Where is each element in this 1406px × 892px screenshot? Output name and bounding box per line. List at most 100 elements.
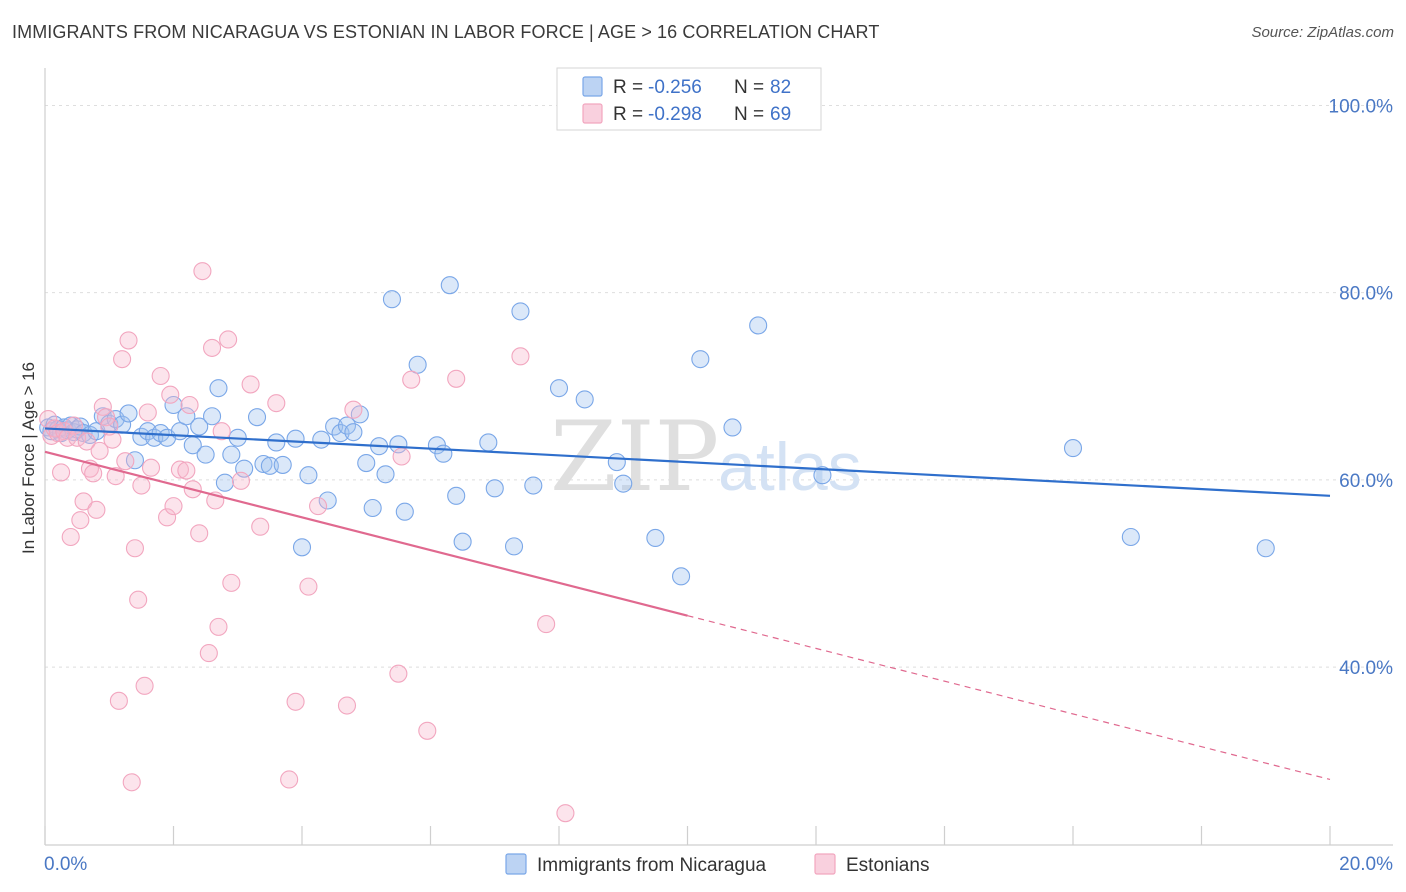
nicaragua-point-33: [215, 473, 234, 492]
nicaragua-point-31: [203, 407, 222, 426]
page-title: IMMIGRANTS FROM NICARAGUA VS ESTONIAN IN…: [12, 22, 880, 42]
estonians-point-29: [132, 476, 151, 495]
y-tick-label-0: 100.0%: [1329, 96, 1394, 117]
estonians-point-16: [90, 441, 109, 460]
series-estonians-points: [39, 262, 575, 823]
nicaragua-point-68: [511, 302, 530, 321]
nicaragua-point-77: [723, 418, 742, 437]
estonians-point-50: [231, 471, 251, 490]
nicaragua-point-45: [312, 430, 331, 449]
x-tick-label-right: 20.0%: [1339, 854, 1393, 875]
source-note: Source: ZipAtlas.com: [1251, 24, 1394, 41]
estonians-point-4: [52, 463, 71, 482]
bottom-legend-label-estonians: Estonians: [846, 855, 929, 876]
nicaragua-point-37: [247, 408, 267, 427]
y-axis-label: In Labor Force | Age > 16: [19, 362, 38, 554]
nicaragua-point-55: [376, 465, 395, 484]
axes: [44, 68, 1393, 846]
nicaragua-point-80: [1063, 439, 1083, 458]
y-tick-label-2: 60.0%: [1339, 471, 1393, 492]
estonians-point-48: [219, 330, 238, 349]
nicaragua-point-70: [549, 379, 569, 398]
trend-line-estonians-extension: [687, 615, 1331, 781]
estonians-point-51: [241, 375, 260, 394]
nicaragua-point-43: [292, 538, 312, 557]
nicaragua-point-27: [177, 407, 196, 426]
estonians-point-34: [158, 508, 177, 527]
estonians-point-64: [447, 369, 466, 388]
estonians-point-25: [119, 331, 138, 350]
nicaragua-point-32: [209, 379, 228, 398]
nicaragua-point-66: [485, 479, 504, 498]
nicaragua-point-67: [504, 537, 524, 556]
estonians-point-62: [402, 370, 421, 389]
nicaragua-point-74: [646, 528, 665, 547]
estonians-point-53: [267, 394, 286, 413]
nicaragua-point-71: [575, 390, 594, 409]
nicaragua-point-59: [408, 355, 427, 374]
estonians-point-23: [113, 350, 132, 369]
estonians-point-10: [71, 511, 90, 530]
estonians-point-44: [203, 338, 222, 357]
nicaragua-point-30: [196, 445, 215, 464]
trend-line-estonians: [44, 450, 688, 617]
estonians-point-43: [199, 644, 218, 663]
estonians-point-46: [209, 617, 228, 636]
estonians-point-55: [286, 692, 305, 711]
nicaragua-point-48: [331, 424, 350, 443]
nicaragua-point-69: [524, 476, 543, 495]
legend-swatch-pink: [582, 103, 603, 124]
nicaragua-point-61: [434, 444, 453, 463]
nicaragua-point-76: [691, 350, 710, 369]
nicaragua-point-64: [453, 532, 472, 551]
estonians-point-33: [151, 366, 170, 386]
nicaragua-point-53: [363, 498, 382, 518]
legend-swatch-blue: [582, 76, 603, 97]
estonians-point-65: [511, 347, 530, 366]
nicaragua-point-40: [267, 433, 286, 452]
estonians-point-36: [164, 497, 183, 516]
nicaragua-point-34: [222, 445, 241, 464]
estonians-point-56: [299, 577, 318, 596]
estonians-point-28: [129, 590, 148, 609]
estonians-point-31: [138, 403, 157, 422]
estonians-point-20: [103, 430, 122, 449]
estonians-point-17: [93, 397, 112, 416]
estonians-point-27: [125, 539, 144, 558]
trend-lines: [44, 427, 1331, 781]
estonians-point-37: [170, 460, 189, 479]
bottom-legend-swatch-blue: [505, 853, 527, 875]
x-ticks: [44, 826, 1331, 845]
nicaragua-point-82: [1256, 539, 1275, 558]
estonians-point-42: [193, 262, 212, 281]
nicaragua-point-65: [479, 433, 498, 452]
nicaragua-point-49: [337, 416, 357, 435]
nicaragua-point-52: [357, 454, 376, 473]
nicaragua-point-18: [119, 404, 138, 423]
estonians-point-63: [418, 721, 437, 740]
trend-line-nicaragua: [44, 427, 1331, 497]
estonians-point-15: [87, 500, 106, 519]
estonians-point-24: [116, 452, 135, 471]
estonians-point-47: [212, 422, 231, 441]
estonians-point-7: [61, 527, 80, 547]
estonians-point-66: [537, 615, 556, 634]
bottom-legend: Immigrants from Nicaragua Estonians: [505, 853, 929, 876]
x-tick-label-left: 0.0%: [44, 854, 87, 875]
estonians-point-52: [251, 517, 270, 536]
y-tick-label-1: 80.0%: [1339, 284, 1393, 305]
nicaragua-point-75: [672, 567, 691, 586]
legend-n-label-2: N =: [734, 104, 769, 125]
estonians-point-59: [344, 400, 363, 419]
nicaragua-point-42: [286, 429, 305, 448]
estonians-point-60: [389, 664, 408, 683]
estonians-point-39: [180, 395, 199, 415]
legend-n-value-1: 82: [770, 77, 791, 98]
nicaragua-point-39: [260, 456, 279, 475]
estonians-point-61: [392, 447, 411, 466]
nicaragua-point-19: [125, 451, 144, 470]
estonians-point-54: [280, 770, 299, 789]
legend-r-value-1: -0.256: [648, 77, 702, 98]
legend: R = -0.256 N = 82 R = -0.298 N = 69: [556, 67, 822, 131]
nicaragua-point-81: [1121, 527, 1140, 547]
